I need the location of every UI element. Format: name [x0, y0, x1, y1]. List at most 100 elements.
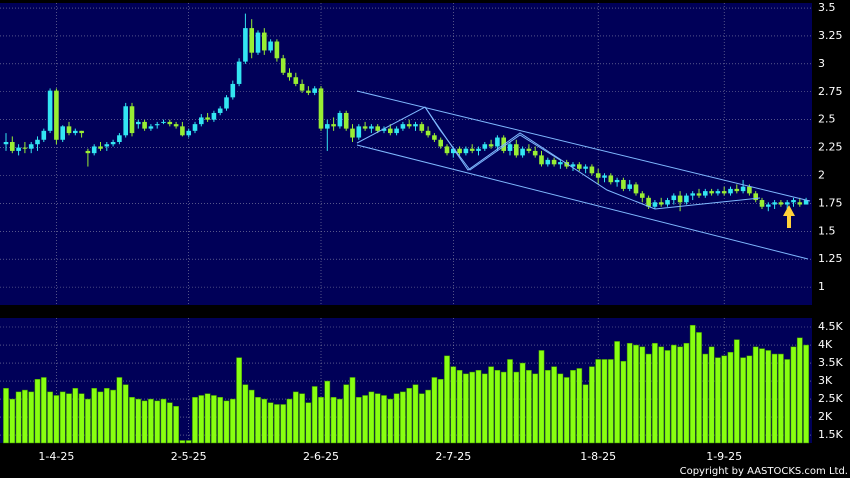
- volume-bar: [582, 384, 589, 444]
- volume-bar: [122, 384, 129, 444]
- x-tick-label: 1-8-25: [580, 450, 616, 463]
- volume-bar: [759, 348, 765, 444]
- volume-bar: [53, 395, 60, 444]
- candle-body: [438, 139, 443, 147]
- volume-bar: [59, 391, 66, 444]
- candle-body: [696, 193, 702, 196]
- volume-bar: [330, 397, 337, 444]
- volume-bar: [179, 440, 186, 444]
- volume-bar: [374, 393, 381, 444]
- candle-body: [495, 137, 500, 147]
- candle-body: [488, 144, 494, 147]
- candle-body: [154, 124, 160, 126]
- candle-body: [482, 144, 488, 149]
- volume-bar: [129, 397, 135, 444]
- candle-body: [211, 112, 217, 120]
- y-tick-label: 1.5K: [818, 428, 843, 441]
- candle-body: [595, 173, 601, 178]
- volume-bar: [778, 353, 784, 444]
- volume-bar: [305, 402, 312, 444]
- candle-body: [526, 148, 532, 151]
- volume-bar: [211, 395, 217, 444]
- candle-body: [369, 126, 374, 129]
- candle-body: [16, 147, 21, 151]
- candle-body: [249, 28, 254, 53]
- volume-bar: [324, 380, 331, 444]
- volume-bar: [614, 341, 620, 444]
- candle-body: [173, 124, 179, 127]
- candle-body: [778, 202, 784, 205]
- candle-body: [747, 186, 752, 194]
- volume-bar: [721, 355, 728, 444]
- volume-bar: [708, 346, 715, 444]
- candle-body: [60, 126, 65, 140]
- volume-bar: [91, 387, 98, 444]
- volume-bar: [255, 397, 261, 444]
- candle-body: [740, 186, 746, 192]
- y-tick-label: 2.5: [818, 113, 836, 126]
- volume-bar: [740, 357, 746, 444]
- candle-body: [243, 28, 248, 62]
- candle-body: [262, 32, 267, 51]
- volume-bar: [412, 384, 419, 444]
- volume-bar: [3, 387, 9, 444]
- volume-bar: [292, 391, 299, 444]
- volume-bar: [733, 339, 740, 444]
- candle-body: [186, 130, 191, 136]
- candle-body: [444, 146, 450, 154]
- volume-bar: [664, 350, 671, 444]
- volume-bar: [677, 346, 683, 444]
- volume-bar: [154, 400, 161, 444]
- volume-bar: [538, 350, 545, 444]
- volume-bar: [526, 369, 532, 444]
- y-tick-label: 3K: [818, 374, 833, 387]
- candle-body: [293, 77, 299, 84]
- volume-bar: [500, 371, 507, 444]
- price-panel: [0, 3, 812, 305]
- candle-body: [22, 147, 28, 149]
- candle-body: [287, 72, 292, 78]
- y-tick-label: 2K: [818, 410, 833, 423]
- volume-bar: [469, 371, 476, 444]
- candle-body: [199, 117, 204, 125]
- candle-body: [375, 126, 380, 131]
- candle-body: [350, 128, 355, 138]
- volume-bar: [229, 398, 236, 444]
- volume-bar: [601, 359, 608, 444]
- volume-bar: [22, 389, 28, 444]
- volume-bar: [626, 342, 633, 444]
- volume-bar: [66, 393, 72, 444]
- candle-body: [583, 166, 588, 169]
- volume-bar: [752, 346, 759, 444]
- volume-bar: [790, 346, 797, 444]
- y-tick-label: 2.5K: [818, 392, 843, 405]
- candle-body: [469, 148, 475, 151]
- candle-body: [318, 88, 324, 129]
- candle-body: [381, 128, 387, 131]
- volume-bar: [431, 377, 438, 444]
- volume-bar: [444, 355, 450, 444]
- volume-bar: [381, 395, 387, 444]
- volume-bar: [135, 398, 142, 444]
- candle-body: [394, 128, 399, 134]
- volume-bar: [192, 397, 198, 444]
- volume-bar: [148, 398, 154, 444]
- volume-bar: [223, 400, 230, 444]
- candle-body: [362, 126, 368, 129]
- volume-bar: [78, 393, 85, 444]
- volume-bar: [513, 371, 520, 444]
- candle-body: [167, 121, 173, 125]
- volume-bar: [368, 391, 375, 444]
- candle-body: [684, 195, 689, 203]
- candle-body: [280, 58, 286, 73]
- volume-bar: [418, 393, 425, 444]
- candle-body: [274, 41, 280, 59]
- candle-body: [142, 121, 147, 129]
- candle-body: [753, 193, 758, 201]
- marks: [3, 13, 809, 444]
- candle-body: [463, 148, 469, 154]
- volume-panel: [0, 318, 812, 443]
- candle-body: [476, 148, 481, 151]
